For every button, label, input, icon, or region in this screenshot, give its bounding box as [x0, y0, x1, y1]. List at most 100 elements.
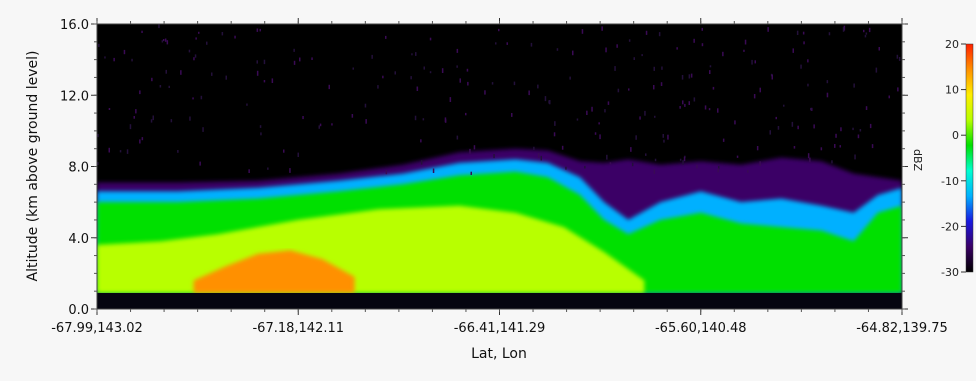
- noise-speck: [420, 160, 423, 165]
- noise-speck: [897, 87, 899, 92]
- colorbar-gradient: [965, 43, 974, 273]
- noise-speck: [168, 85, 170, 88]
- noise-speck: [658, 32, 661, 37]
- noise-speck: [644, 110, 646, 116]
- noise-speck: [364, 103, 367, 108]
- x-tick-label: -64.82,139.75: [856, 321, 948, 336]
- noise-speck: [684, 103, 686, 107]
- noise-speck: [528, 90, 530, 96]
- noise-speck: [119, 150, 122, 153]
- noise-speck: [491, 82, 494, 85]
- noise-speck: [826, 92, 829, 98]
- noise-speck: [811, 107, 813, 111]
- noise-speck: [465, 112, 467, 116]
- noise-speck: [653, 85, 655, 90]
- noise-speck: [645, 153, 647, 156]
- noise-speck: [834, 144, 836, 148]
- noise-speck: [775, 116, 777, 120]
- noise-speck: [854, 154, 856, 160]
- noise-speck: [865, 32, 868, 35]
- noise-speck: [831, 160, 833, 164]
- noise-speck: [826, 80, 829, 84]
- y-axis-title: Altitude (km above ground level): [25, 51, 41, 282]
- noise-speck: [591, 106, 593, 112]
- noise-speck: [193, 57, 195, 61]
- noise-speck: [225, 75, 227, 80]
- noise-speck: [878, 47, 880, 51]
- noise-speck: [863, 29, 865, 33]
- noise-speck: [429, 71, 432, 74]
- noise-speck: [616, 44, 618, 48]
- noise-speck: [864, 34, 867, 38]
- noise-speck: [617, 88, 620, 93]
- noise-speck: [414, 115, 417, 121]
- noise-speck: [297, 152, 299, 157]
- surface-clutter-band: [97, 293, 902, 309]
- noise-speck: [722, 51, 724, 57]
- noise-speck: [717, 168, 719, 173]
- noise-speck: [467, 81, 469, 86]
- noise-speck: [151, 77, 153, 82]
- noise-speck: [139, 90, 141, 95]
- noise-speck: [857, 134, 860, 139]
- noise-speck: [717, 108, 719, 113]
- noise-speck: [679, 106, 681, 109]
- noise-speck: [456, 48, 459, 53]
- noise-speck: [263, 59, 266, 65]
- noise-speck: [377, 85, 379, 89]
- noise-speck: [170, 119, 173, 123]
- noise-speck: [561, 145, 564, 150]
- noise-speck: [628, 39, 631, 42]
- noise-speck: [283, 149, 285, 153]
- noise-speck: [246, 103, 248, 106]
- noise-speck: [605, 47, 607, 53]
- y-axis: 0.0 4.0 8.0 12.0 16.0: [60, 18, 908, 318]
- noise-speck: [544, 96, 547, 102]
- noise-speck: [736, 155, 739, 158]
- noise-speck: [104, 56, 106, 59]
- noise-speck: [839, 145, 841, 148]
- noise-speck: [293, 48, 295, 52]
- noise-speck: [352, 67, 354, 70]
- x-axis-title: Lat, Lon: [471, 346, 527, 362]
- noise-speck: [530, 42, 533, 47]
- noise-speck: [180, 70, 182, 75]
- noise-speck: [97, 162, 99, 165]
- noise-speck: [123, 49, 126, 55]
- noise-speck: [771, 74, 773, 80]
- noise-speck: [415, 52, 417, 56]
- y-tick-label: 4.0: [68, 232, 89, 247]
- x-axis: -67.99,143.02 -67.18,142.11 -66.41,141.29 -…: [51, 18, 948, 336]
- noise-speck: [429, 37, 432, 41]
- noise-speck: [302, 116, 304, 120]
- noise-speck: [683, 156, 686, 162]
- noise-speck: [188, 49, 191, 53]
- noise-speck: [645, 30, 648, 35]
- y-tick-label: 16.0: [60, 18, 89, 33]
- noise-speck: [868, 27, 871, 33]
- noise-speck: [859, 129, 862, 132]
- noise-speck: [449, 97, 452, 102]
- noise-speck: [195, 37, 197, 40]
- noise-speck: [701, 27, 703, 31]
- noise-speck: [667, 134, 669, 140]
- noise-speck: [263, 80, 266, 83]
- noise-speck: [328, 84, 330, 90]
- noise-speck: [696, 164, 698, 169]
- x-tick-label: -65.60,140.48: [655, 321, 747, 336]
- noise-speck: [661, 66, 663, 70]
- noise-speck: [459, 78, 461, 83]
- noise-speck: [628, 88, 630, 91]
- colorbar-tick-label: -30: [941, 266, 959, 279]
- noise-speck: [206, 41, 208, 45]
- noise-speck: [810, 107, 812, 111]
- noise-speck: [221, 32, 224, 36]
- noise-speck: [113, 57, 115, 62]
- noise-speck: [690, 73, 693, 78]
- noise-speck: [139, 139, 141, 144]
- noise-speck: [506, 42, 508, 45]
- noise-speck: [293, 60, 296, 65]
- noise-speck: [382, 75, 384, 79]
- noise-speck: [473, 145, 476, 150]
